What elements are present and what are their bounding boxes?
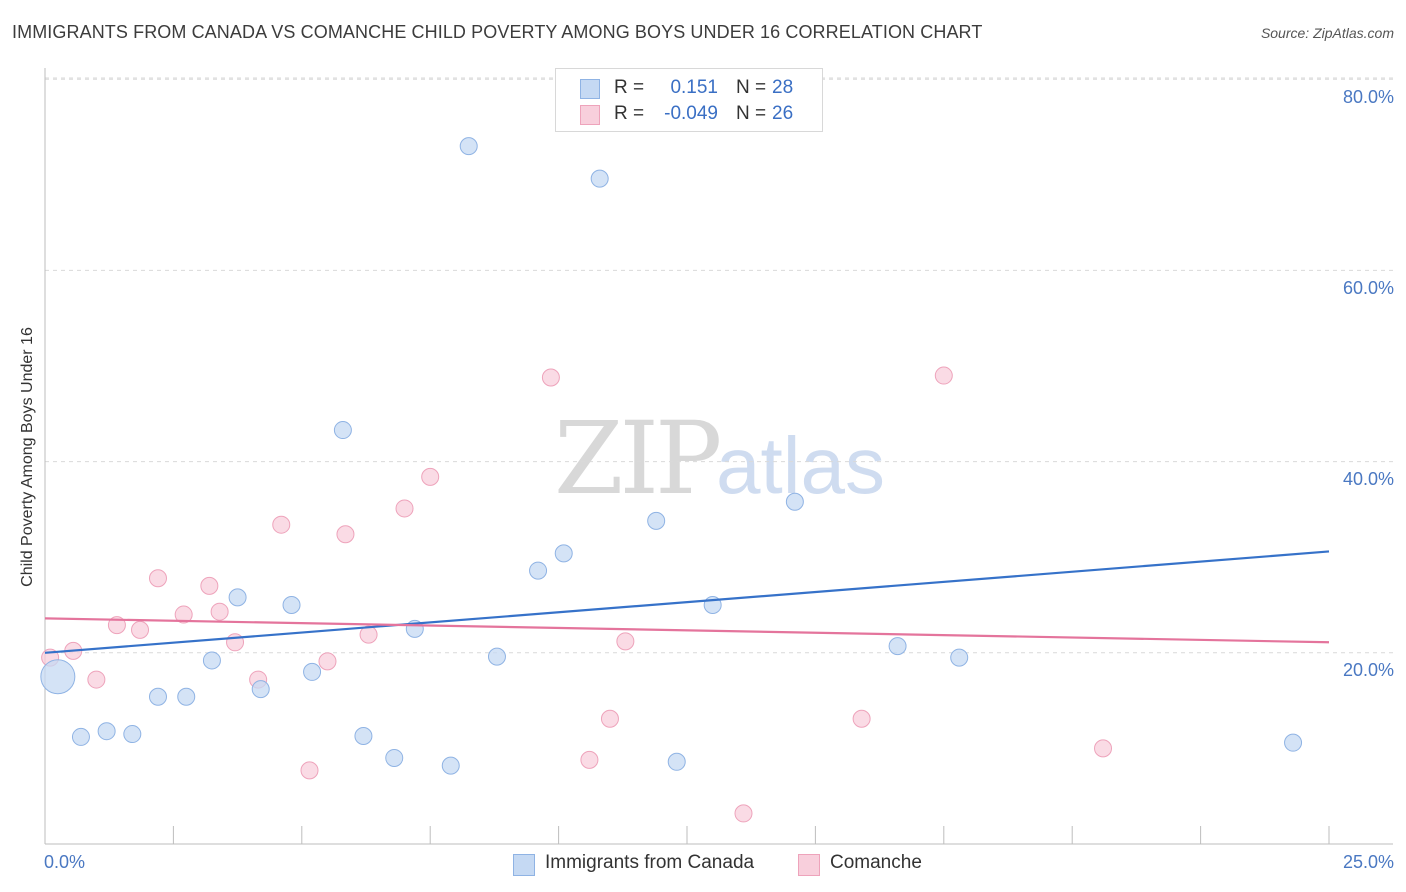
comanche-point-12 [300,761,319,780]
r-value: -0.049 [664,103,718,124]
canada-point-12 [354,726,373,745]
y-axis-label: Child Poverty Among Boys Under 16 [19,327,36,587]
canada-point-22 [667,752,686,771]
comanche-point-5 [148,569,167,588]
comanche-point-17 [421,467,440,486]
canada-point-1 [71,727,90,746]
comanche-point-20 [600,709,619,728]
legend-label-comanche: Comanche [830,852,922,873]
x-tick-label-max: 25.0% [1342,852,1394,872]
canada-point-15 [441,756,460,775]
r-value: 0.151 [670,77,718,98]
canada-point-21 [647,511,666,530]
canada-point-11 [333,421,352,440]
comanche-points [41,366,1113,823]
grid-lines [45,77,1393,654]
canada-point-8 [251,680,270,699]
canada-point-0 [40,659,76,695]
canada-swatch [580,79,600,99]
canada-points [40,137,1303,775]
comanche-point-16 [395,499,414,518]
r-label: R = [614,103,645,124]
watermark-zip: ZIP [554,400,722,517]
comanche-swatch [580,105,600,125]
comanche-point-18 [541,368,560,387]
n-value: 28 [772,77,794,98]
y-tick-label-40: 40.0% [1342,469,1394,489]
n-label: N = [736,103,767,124]
comanche-point-13 [318,652,337,671]
comanche-point-2 [87,670,106,689]
source-credit: Source: ZipAtlas.com [1260,25,1394,41]
canada-trend-line [44,550,1330,654]
comanche-point-6 [174,605,193,624]
canada-point-2 [97,722,116,741]
canada-point-4 [148,687,167,706]
comanche-point-25 [1094,739,1113,758]
comanche-point-4 [131,620,150,639]
n-label: N = [736,77,767,98]
comanche-point-11 [272,515,291,534]
comanche-point-8 [210,602,229,621]
canada-point-17 [487,647,506,666]
trend-lines [44,550,1330,654]
r-label: R = [614,77,645,98]
y-tick-label-60: 60.0% [1342,278,1394,298]
comanche-point-21 [616,632,635,651]
canada-point-26 [950,648,969,667]
legend-swatch-comanche [798,854,820,876]
legend-swatch-canada [513,854,535,876]
x-tick-label-min: 0.0% [44,852,86,872]
comanche-point-19 [580,750,599,769]
canada-point-6 [202,651,221,670]
canada-point-9 [282,596,301,614]
canada-point-3 [123,725,142,744]
canada-point-5 [177,687,196,706]
canada-point-27 [1284,733,1303,752]
n-value: 26 [772,103,794,124]
canada-point-10 [303,662,322,681]
comanche-point-7 [200,576,219,595]
canada-point-13 [385,748,404,767]
comanche-point-24 [934,366,953,385]
correlation-stats-box: R = 0.151 N = 28 R = -0.049 N = 26 [555,68,823,132]
chart-title: IMMIGRANTS FROM CANADA VS COMANCHE CHILD… [12,22,983,42]
y-tick-label-20: 20.0% [1342,660,1394,680]
canada-point-7 [228,588,247,607]
comanche-point-15 [359,625,378,644]
axes [44,68,1393,845]
comanche-trend-line [44,617,1330,644]
canada-point-16 [459,137,478,156]
comanche-point-14 [336,525,355,544]
comanche-point-22 [734,804,753,823]
legend-label-canada: Immigrants from Canada [545,852,755,873]
canada-point-25 [888,637,907,656]
stats-row-canada: R = 0.151 N = 28 [556,75,822,101]
stats-row-comanche: R = -0.049 N = 26 [556,101,822,127]
canada-point-19 [554,544,573,563]
canada-point-18 [529,561,548,580]
y-tick-label-80: 80.0% [1342,87,1394,107]
canada-point-20 [590,169,609,188]
comanche-point-23 [852,709,871,728]
canada-point-24 [785,492,804,511]
